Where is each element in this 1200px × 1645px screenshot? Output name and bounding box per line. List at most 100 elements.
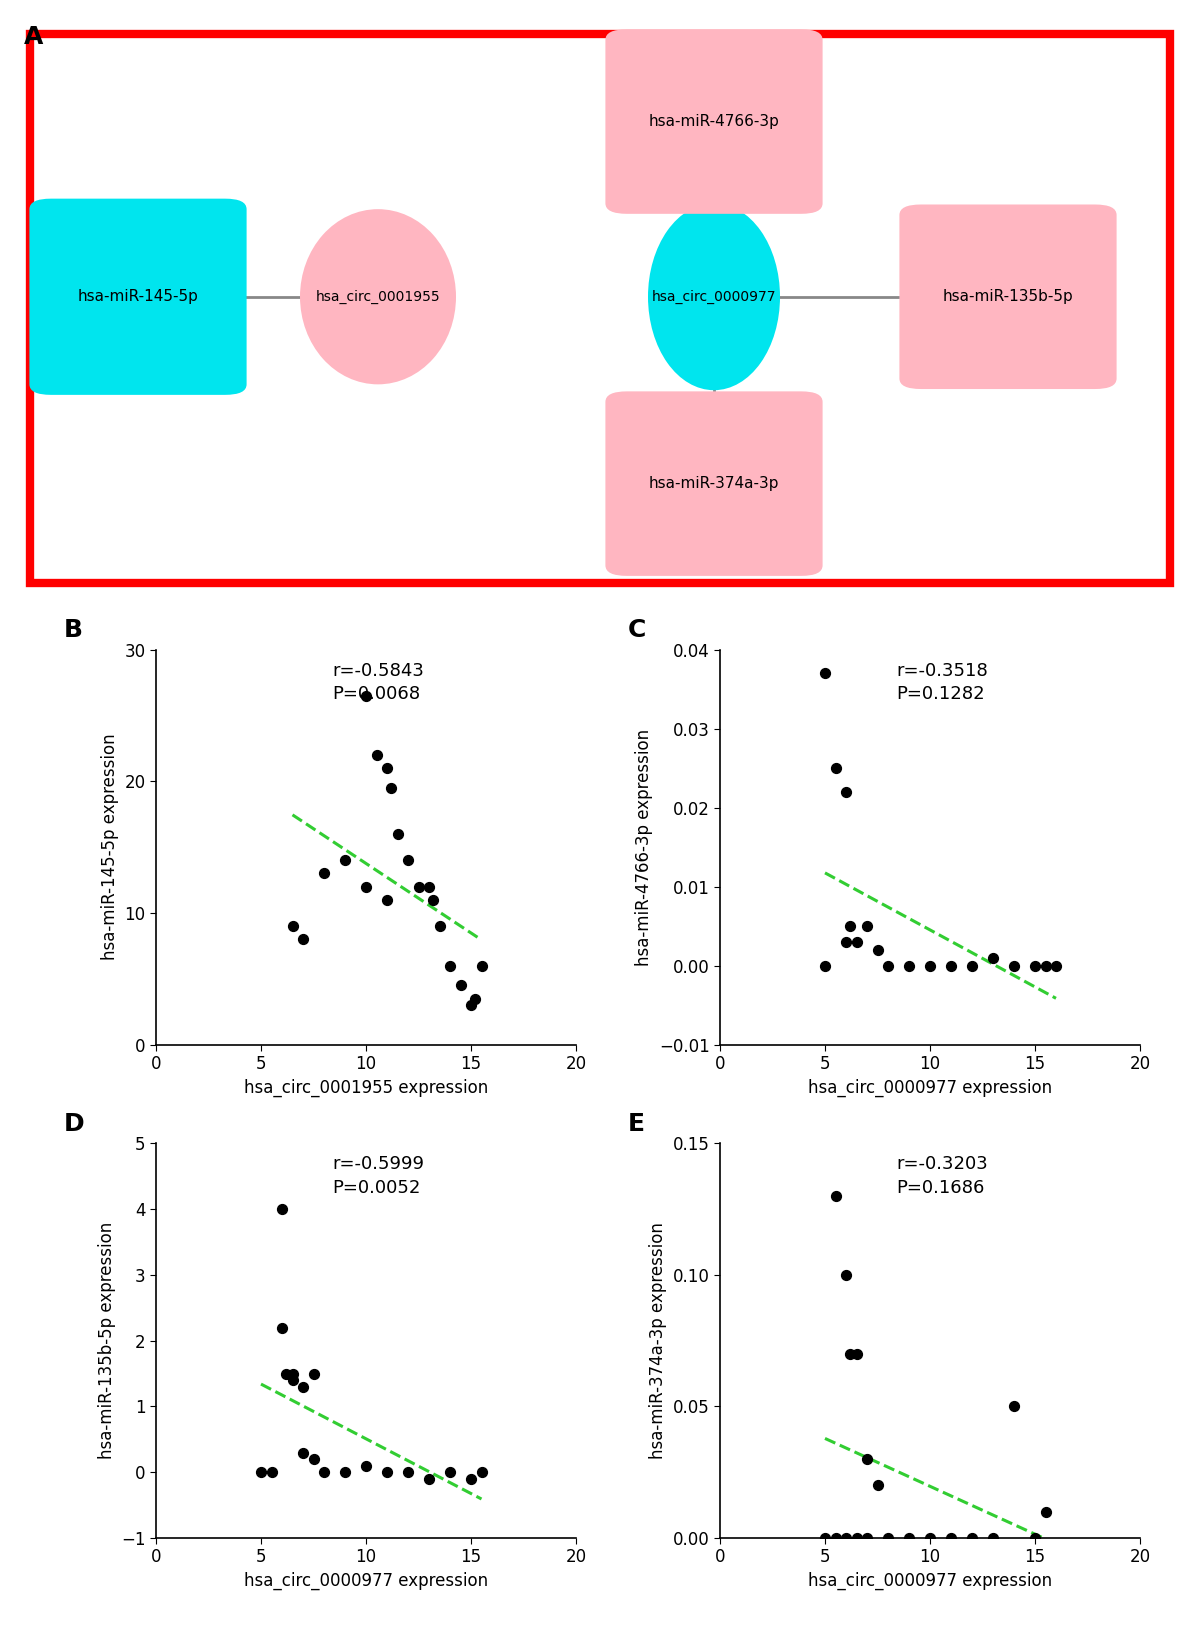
Text: C: C <box>628 619 646 642</box>
Point <box>466 985 485 1012</box>
Point <box>868 936 887 962</box>
FancyBboxPatch shape <box>606 30 823 214</box>
Point <box>472 1459 491 1485</box>
Point <box>377 887 396 913</box>
Point <box>878 952 898 979</box>
Point <box>826 1525 845 1551</box>
Text: D: D <box>64 1112 84 1135</box>
Text: r=-0.5843
P=0.0068: r=-0.5843 P=0.0068 <box>332 661 425 702</box>
Text: r=-0.3203
P=0.1686: r=-0.3203 P=0.1686 <box>896 1155 988 1196</box>
FancyBboxPatch shape <box>900 204 1116 388</box>
Point <box>920 1525 940 1551</box>
Point <box>826 755 845 781</box>
Point <box>420 873 439 900</box>
Point <box>841 1341 860 1367</box>
Point <box>841 913 860 939</box>
Text: hsa_circ_0001955: hsa_circ_0001955 <box>316 290 440 304</box>
Point <box>440 952 460 979</box>
Point <box>942 952 961 979</box>
Point <box>440 1459 460 1485</box>
X-axis label: hsa_circ_0001955 expression: hsa_circ_0001955 expression <box>244 1079 488 1097</box>
Point <box>398 847 418 873</box>
Point <box>1004 952 1024 979</box>
Point <box>252 1459 271 1485</box>
Point <box>356 873 376 900</box>
Point <box>816 660 835 686</box>
Y-axis label: hsa-miR-4766-3p expression: hsa-miR-4766-3p expression <box>635 729 653 966</box>
Point <box>377 1459 396 1485</box>
Point <box>336 1459 355 1485</box>
Point <box>277 1360 296 1387</box>
Text: hsa-miR-145-5p: hsa-miR-145-5p <box>78 290 198 304</box>
Text: hsa-miR-135b-5p: hsa-miR-135b-5p <box>943 290 1073 304</box>
Point <box>836 1525 856 1551</box>
Point <box>451 972 470 999</box>
Point <box>962 952 982 979</box>
Point <box>1025 1525 1044 1551</box>
Point <box>283 913 302 939</box>
Point <box>283 1367 302 1393</box>
Point <box>461 1466 480 1492</box>
Point <box>377 755 396 781</box>
Point <box>847 929 866 956</box>
Point <box>826 1183 845 1209</box>
Text: hsa_circ_0000977: hsa_circ_0000977 <box>652 290 776 304</box>
Point <box>409 873 428 900</box>
Point <box>461 992 480 1018</box>
Ellipse shape <box>648 204 780 390</box>
Point <box>430 913 449 939</box>
Text: r=-0.3518
P=0.1282: r=-0.3518 P=0.1282 <box>896 661 988 702</box>
Point <box>857 1446 876 1472</box>
Text: hsa-miR-374a-3p: hsa-miR-374a-3p <box>649 475 779 492</box>
Point <box>816 1525 835 1551</box>
Point <box>293 1374 312 1400</box>
Point <box>293 1439 312 1466</box>
Point <box>847 1525 866 1551</box>
Point <box>382 775 401 801</box>
Point <box>836 778 856 804</box>
X-axis label: hsa_circ_0000977 expression: hsa_circ_0000977 expression <box>808 1079 1052 1097</box>
Point <box>1004 1393 1024 1420</box>
Point <box>262 1459 281 1485</box>
Point <box>942 1525 961 1551</box>
Point <box>420 1466 439 1492</box>
FancyBboxPatch shape <box>30 199 247 395</box>
Point <box>398 1459 418 1485</box>
FancyBboxPatch shape <box>606 392 823 576</box>
X-axis label: hsa_circ_0000977 expression: hsa_circ_0000977 expression <box>808 1573 1052 1591</box>
Point <box>836 929 856 956</box>
Text: E: E <box>628 1112 644 1135</box>
Point <box>868 1472 887 1499</box>
Point <box>314 860 334 887</box>
Text: A: A <box>24 25 43 49</box>
Point <box>356 683 376 709</box>
Point <box>984 944 1003 971</box>
Point <box>857 1525 876 1551</box>
Text: r=-0.5999
P=0.0052: r=-0.5999 P=0.0052 <box>332 1155 425 1196</box>
Point <box>1036 1499 1055 1525</box>
Point <box>962 1525 982 1551</box>
Text: hsa-miR-4766-3p: hsa-miR-4766-3p <box>648 114 780 128</box>
Point <box>836 1262 856 1288</box>
Point <box>472 952 491 979</box>
Point <box>314 1459 334 1485</box>
Point <box>900 1525 919 1551</box>
X-axis label: hsa_circ_0000977 expression: hsa_circ_0000977 expression <box>244 1573 488 1591</box>
Y-axis label: hsa-miR-135b-5p expression: hsa-miR-135b-5p expression <box>97 1222 115 1459</box>
Point <box>272 1314 292 1341</box>
Point <box>356 1453 376 1479</box>
Point <box>857 913 876 939</box>
Point <box>900 952 919 979</box>
Point <box>816 952 835 979</box>
Y-axis label: hsa-miR-145-5p expression: hsa-miR-145-5p expression <box>101 734 119 961</box>
Point <box>984 1525 1003 1551</box>
Point <box>847 1341 866 1367</box>
Point <box>367 742 386 768</box>
Point <box>304 1446 323 1472</box>
Point <box>283 1360 302 1387</box>
Y-axis label: hsa-miR-374a-3p expression: hsa-miR-374a-3p expression <box>649 1222 667 1459</box>
Point <box>878 1525 898 1551</box>
Point <box>1025 952 1044 979</box>
Point <box>388 821 407 847</box>
Text: B: B <box>64 619 83 642</box>
